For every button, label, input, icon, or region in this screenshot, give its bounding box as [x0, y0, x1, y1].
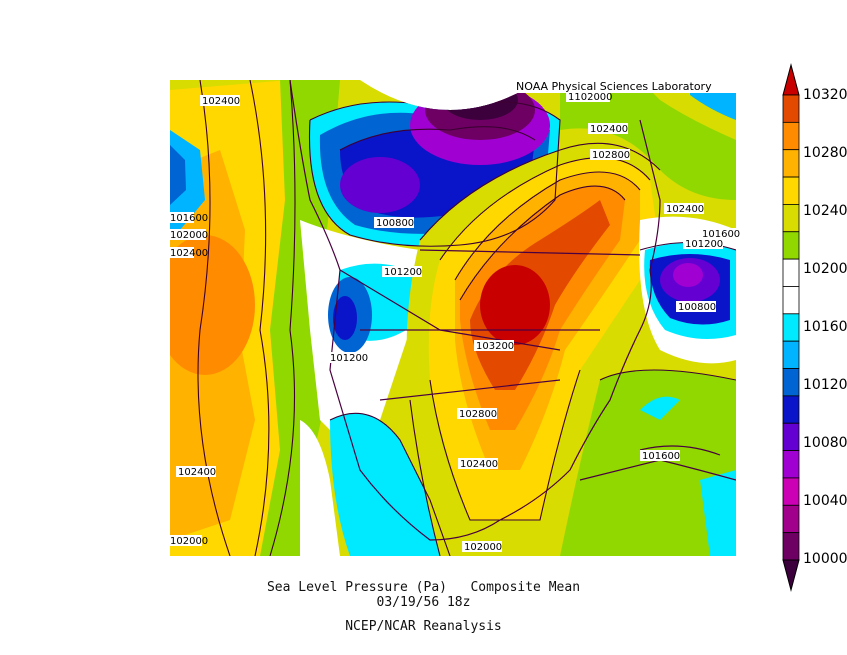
contour-label-text: 103200 [476, 341, 514, 352]
contour-label-text: 101200 [384, 267, 422, 278]
colorbar-tick-label: 10000 [803, 551, 847, 567]
contour-label-text: 102400 [460, 459, 498, 470]
colorbar-segment [782, 340, 800, 369]
colorbar-segment [782, 286, 800, 315]
caption-source: NCEP/NCAR Reanalysis [345, 619, 502, 634]
contour-label-text: 102400 [666, 204, 704, 215]
contour-label-text: 102400 [590, 124, 628, 135]
colorbar-tick-label: 10280 [803, 145, 847, 161]
contour-label-text: 102800 [592, 150, 630, 161]
contour-label-text: 101600 [642, 451, 680, 462]
map-plot-area [170, 80, 736, 556]
colorbar-segment [782, 258, 800, 287]
contour-label: 101600 [640, 450, 680, 462]
colorbar-tick-label: 10080 [803, 435, 847, 451]
contour-label: 102400 [458, 458, 498, 470]
colorbar-tick-label: 10040 [803, 493, 847, 509]
colorbar-segment [782, 422, 800, 451]
contour-label: 102400 [200, 95, 240, 107]
contour-label: 102400 [664, 203, 704, 215]
contour-label: 102800 [590, 149, 630, 161]
contour-label: 101600 [170, 212, 208, 224]
contour-label-text: 100800 [376, 218, 414, 229]
credit-text: NOAA Physical Sciences Laboratory [516, 80, 712, 93]
colorbar-segment [782, 313, 800, 342]
contour-label-text: 102800 [459, 409, 497, 420]
contour-label: 101200 [683, 238, 723, 250]
colorbar-segment [782, 368, 800, 397]
contour-label: 102000 [462, 541, 502, 553]
caption-date: 03/19/56 18z [376, 595, 471, 610]
contour-label: 102400 [170, 247, 208, 259]
colorbar-segment [782, 176, 800, 205]
colorbar-segment [782, 395, 800, 424]
colorbar-segment [782, 477, 800, 506]
colorbar-segment [782, 504, 800, 534]
contour-label-text: 102400 [170, 248, 208, 259]
contour-label: 102400 [176, 466, 216, 478]
contour-label-text: 102400 [202, 96, 240, 107]
contour-label: 101600 [700, 228, 740, 240]
colorbar-tick-label: 10120 [803, 377, 847, 393]
contour-label: 100800 [676, 301, 716, 313]
contour-label: 102000 [170, 229, 208, 241]
contour-label: 101200 [328, 352, 368, 364]
contour-label-text: 1102000 [568, 92, 613, 103]
contour-label-text: 101600 [170, 213, 208, 224]
contour-label: 102400 [588, 123, 628, 135]
contour-label: 101200 [382, 266, 422, 278]
contour-label-text: 100800 [678, 302, 716, 313]
contour-label-text: 101200 [330, 353, 368, 364]
contour-label: 100800 [374, 217, 414, 229]
contour-label-text: 102000 [170, 230, 208, 241]
contour-label-text: 102000 [170, 536, 208, 547]
contour-label: 1102000 [566, 91, 613, 103]
colorbar-tick-label: 10160 [803, 319, 847, 335]
colorbar-segment [782, 450, 800, 479]
colorbar-segment [782, 149, 800, 178]
colorbar-segment [782, 532, 800, 561]
contour-label-text: 102400 [178, 467, 216, 478]
colorbar-tick-label: 10320 [803, 87, 847, 103]
colorbar-segment [782, 204, 800, 233]
colorbar-bottom-arrow [782, 559, 800, 592]
contour-label: 102800 [457, 408, 497, 420]
colorbar-tick-label: 10200 [803, 261, 847, 277]
colorbar-segment [782, 231, 800, 260]
colorbar-segment [782, 121, 800, 151]
colorbar-segment [782, 94, 800, 123]
contour-labels: 102400 1102000 102400 102800 102400 1016… [170, 91, 740, 553]
contour-label-text: 102000 [464, 542, 502, 553]
contour-label: 102000 [170, 535, 208, 547]
colorbar-top-arrow [782, 63, 800, 96]
contour-label-text: 101200 [685, 239, 723, 250]
contour-label: 103200 [474, 340, 514, 352]
caption-title: Sea Level Pressure (Pa) Composite Mean [266, 580, 581, 595]
credit-background [512, 80, 736, 93]
colorbar [782, 63, 800, 592]
contour-label-text: 101600 [702, 229, 740, 240]
colorbar-tick-label: 10240 [803, 203, 847, 219]
